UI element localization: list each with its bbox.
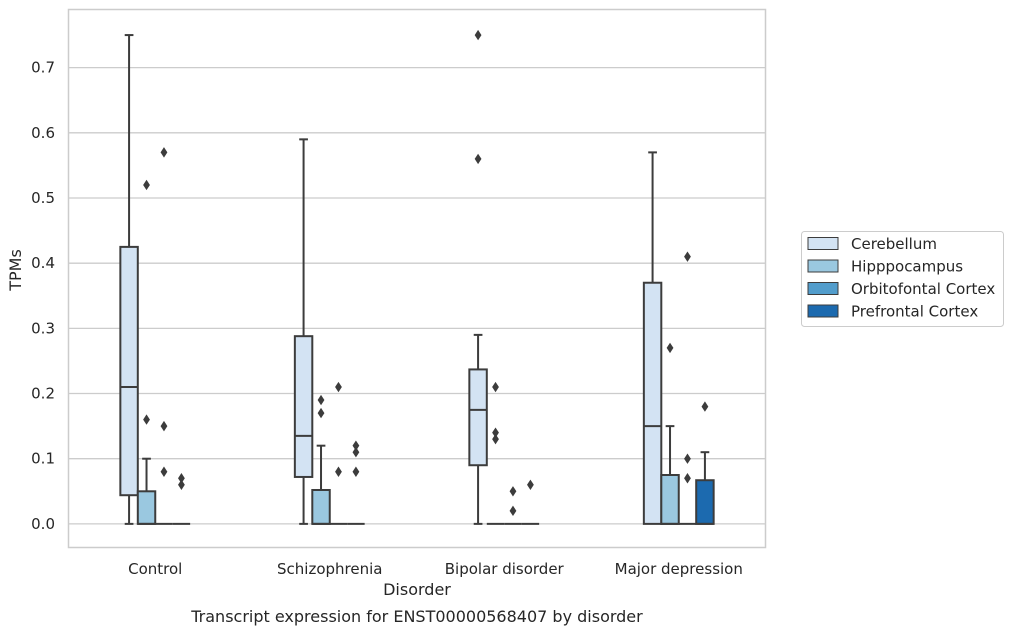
legend-label: Cerebellum [851, 235, 937, 253]
box-hipppocampus [486, 381, 505, 525]
chart-title: Transcript expression for ENST0000056840… [190, 607, 643, 626]
outlier-point [178, 473, 185, 484]
legend-swatch [807, 259, 839, 273]
legend-label: Prefrontal Cortex [851, 303, 978, 321]
legend-item: Prefrontal Cortex [807, 303, 978, 321]
y-tick-label: 0.7 [31, 59, 55, 77]
x-tick-label: Major depression [615, 560, 743, 578]
legend-swatch [807, 237, 839, 250]
outlier-point [352, 440, 360, 451]
outlier-point [527, 479, 534, 490]
box-cerebellum [642, 151, 663, 525]
box-orbitofontal-cortex [678, 251, 697, 525]
outlier-point [317, 407, 325, 419]
y-tick-label: 0.3 [31, 319, 55, 337]
x-tick-label: Bipolar disorder [445, 560, 565, 578]
legend-item: Hipppocampus [807, 258, 963, 276]
y-tick-label: 0.6 [31, 124, 55, 142]
outlier-point [160, 466, 168, 477]
x-tick-label: Control [128, 560, 182, 578]
y-tick-label: 0.5 [31, 189, 55, 207]
outlier-point [701, 401, 709, 412]
legend-item: Orbitofontal Cortex [807, 280, 995, 298]
x-axis-label: Disorder [383, 580, 451, 599]
legend-item: Cerebellum [807, 235, 937, 253]
legend-label: Hipppocampus [851, 258, 963, 276]
box-prefrontal-cortex [347, 440, 365, 525]
outlier-point [509, 505, 517, 517]
box-body [695, 479, 715, 525]
box-prefrontal-cortex [521, 479, 540, 525]
outlier-point [352, 466, 360, 477]
outlier-point [474, 153, 482, 165]
outlier-point [143, 414, 150, 425]
box-prefrontal-cortex [695, 401, 715, 525]
legend-frame [801, 231, 1004, 327]
box-cerebellum [293, 138, 314, 525]
grid-lines [68, 67, 766, 525]
box-body [642, 281, 663, 525]
box-cerebellum [468, 29, 488, 525]
box-cerebellum [119, 34, 139, 525]
outlier-point [317, 394, 325, 406]
outlier-point [684, 453, 691, 464]
y-tick-label: 0.1 [31, 450, 55, 468]
outlier-point [474, 29, 482, 41]
box-body [468, 368, 488, 467]
box-body [119, 245, 139, 497]
boxes [119, 29, 715, 525]
y-tick-label: 0.2 [31, 385, 55, 403]
outlier-point [492, 433, 499, 445]
outlier-point [143, 179, 150, 191]
outlier-point [335, 466, 342, 477]
outlier-point [684, 251, 691, 262]
outlier-point [509, 486, 517, 497]
box-body [660, 474, 680, 525]
x-tick-label: Schizophrenia [277, 560, 382, 578]
outlier-point [335, 381, 342, 393]
box-prefrontal-cortex [172, 473, 191, 525]
legend-label: Orbitofontal Cortex [851, 280, 995, 298]
outlier-point [684, 473, 691, 484]
y-tick-label: 0.0 [31, 515, 55, 533]
box-hipppocampus [660, 342, 680, 525]
box-hipppocampus [311, 394, 331, 525]
legend-swatch [807, 304, 839, 318]
legend-swatch [807, 282, 839, 295]
outlier-point [492, 381, 499, 393]
box-orbitofontal-cortex [504, 486, 522, 525]
outlier-point [352, 446, 360, 458]
y-tick-labels: 0.0 0.1 0.2 0.3 0.4 0.5 0.6 0.7 [31, 59, 55, 533]
box-body [311, 488, 331, 525]
box-orbitofontal-cortex [329, 381, 348, 525]
outlier-point [160, 147, 168, 158]
box-body [136, 490, 157, 525]
x-tick-labels: Control Schizophrenia Bipolar disorder Majo… [128, 560, 743, 578]
outlier-point [178, 479, 185, 490]
box-orbitofontal-cortex [155, 147, 173, 525]
outlier-point [492, 427, 499, 438]
box-hipppocampus [136, 179, 157, 525]
outlier-point [160, 420, 168, 432]
plot-frame [67, 8, 767, 549]
y-axis-label: TPMs [6, 249, 25, 292]
outlier-point [666, 342, 674, 354]
box-body [293, 335, 314, 478]
y-tick-label: 0.4 [31, 254, 55, 272]
legend: Cerebellum Hipppocampus Orbitofontal Corte… [801, 231, 1004, 327]
